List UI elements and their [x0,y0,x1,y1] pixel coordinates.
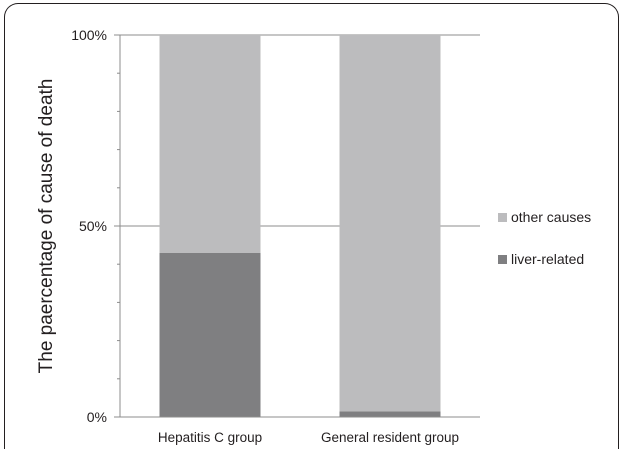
bar-1-other-causes [159,35,261,253]
figure-frame [4,3,619,449]
legend-label-liver-related: liver-related [511,251,584,267]
legend-swatch-other-causes [498,213,507,222]
bar-1-liver-related [159,252,261,417]
bar-2-liver-related [339,411,441,417]
y-tick-label-100: 100% [71,27,107,43]
y-tick-label-0: 0% [87,409,107,425]
y-axis-label: The paercentage of cause of death [36,79,57,374]
x-tick-label-1: Hepatitis C group [158,430,262,445]
x-tick-label-2: General resident group [321,430,459,445]
legend-label-other-causes: other causes [511,209,591,225]
legend-swatch-liver-related [498,255,507,264]
bar-2-other-causes [339,35,441,412]
y-tick-label-50: 50% [79,218,107,234]
